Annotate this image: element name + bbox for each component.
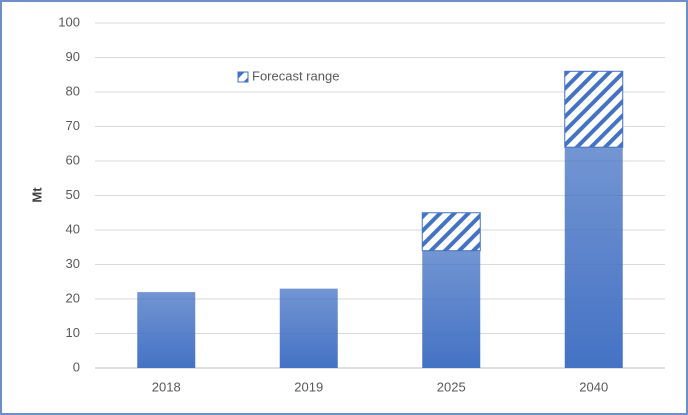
x-tick-label: 2018 [152,379,181,394]
y-tick-label: 90 [66,49,80,64]
bar [137,292,196,368]
y-tick-label: 20 [66,290,80,305]
legend-label: Forecast range [252,68,339,83]
bar [564,147,623,368]
y-tick-label: 100 [58,14,80,29]
y-tick-label: 10 [66,325,80,340]
bar [422,250,481,368]
y-axis-label: Mt [29,187,44,203]
legend-swatch [237,71,249,83]
y-tick-label: 30 [66,256,80,271]
x-tick-label: 2040 [579,379,608,394]
x-tick-label: 2019 [294,379,323,394]
y-tick-label: 40 [66,221,80,236]
y-tick-label: 70 [66,118,80,133]
y-tick-label: 0 [73,359,80,374]
bar [279,288,338,368]
forecast-bar [421,212,481,252]
forecast-bar [564,70,624,148]
x-tick-label: 2025 [437,379,466,394]
y-tick-label: 50 [66,187,80,202]
y-tick-label: 60 [66,152,80,167]
y-tick-label: 80 [66,83,80,98]
